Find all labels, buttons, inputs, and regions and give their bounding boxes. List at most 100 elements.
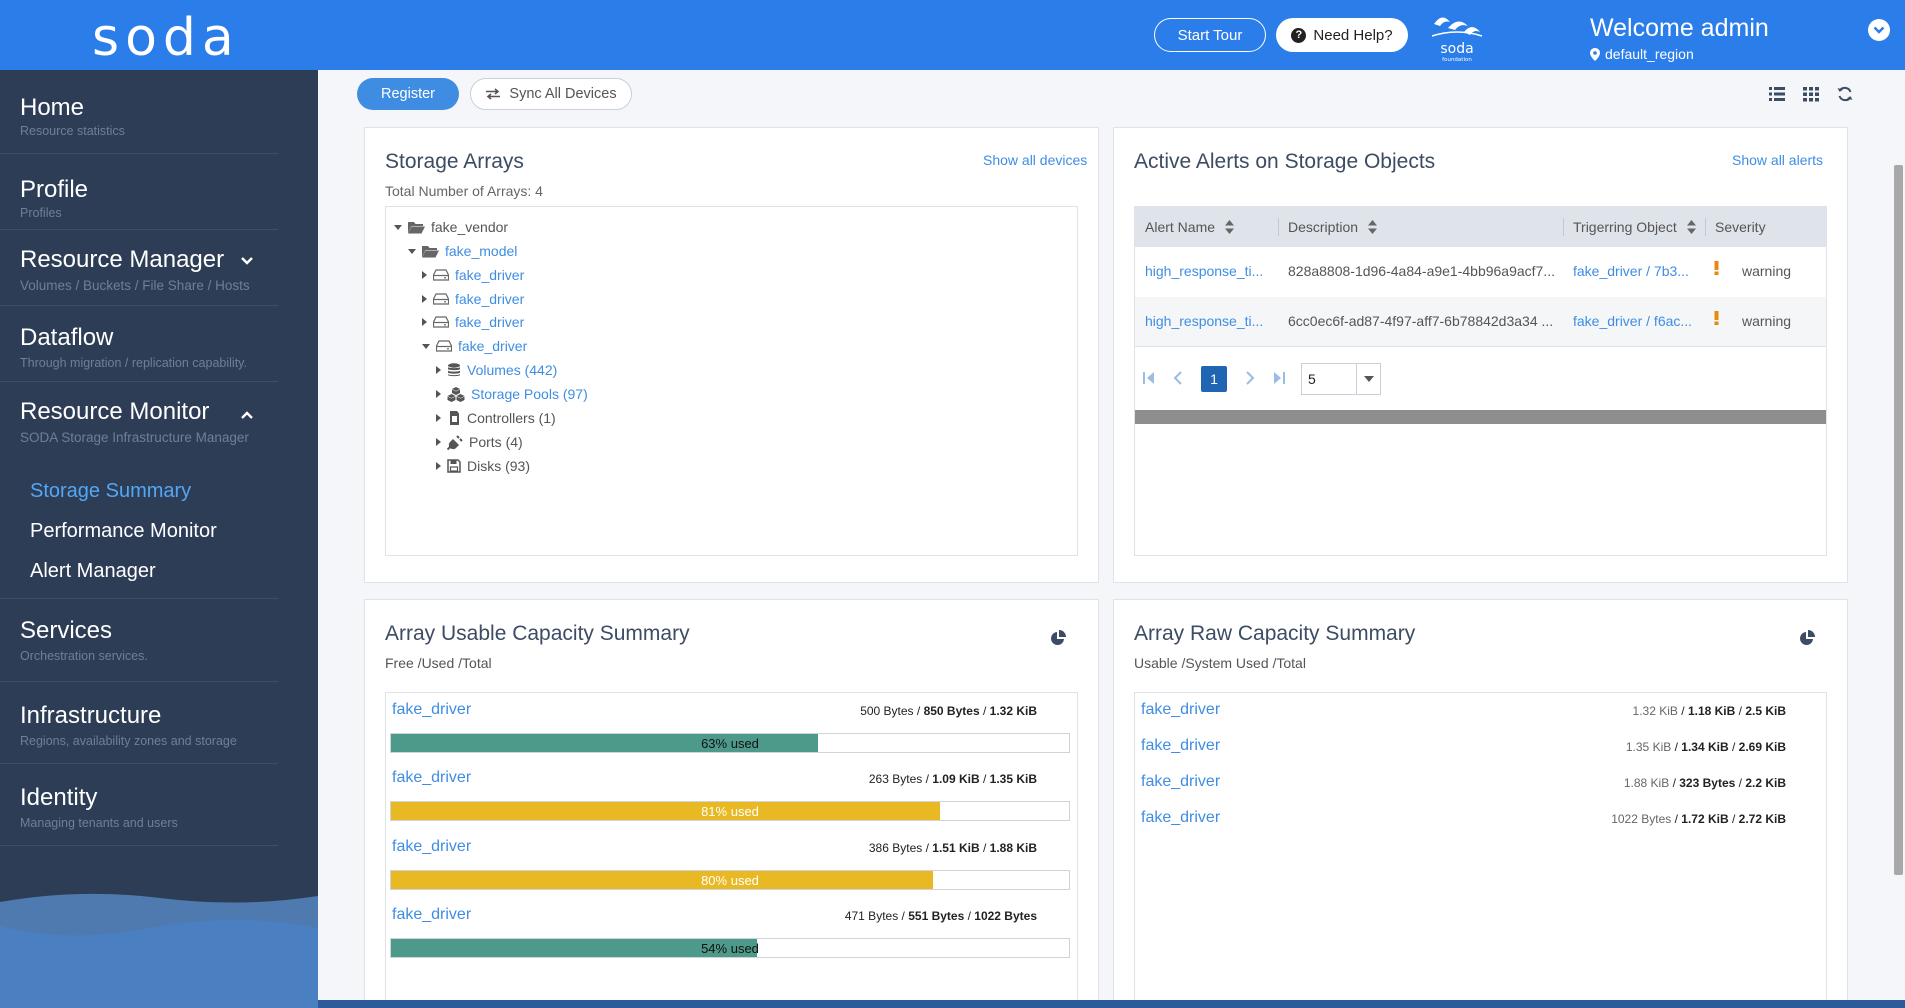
alert-object-cell[interactable]: fake_driver / f6ac... — [1573, 313, 1693, 329]
tree-node-controllers[interactable]: Controllers (1) — [436, 410, 556, 426]
column-header-severity[interactable]: Severity — [1715, 219, 1766, 235]
sidebar-subitem-storage-summary[interactable]: Storage Summary — [30, 480, 192, 502]
need-help-button[interactable]: ? Need Help? — [1276, 18, 1408, 52]
caret-right-icon[interactable] — [436, 462, 441, 470]
raw-capacity-array-link[interactable]: fake_driver — [1141, 773, 1221, 790]
sidebar-item-profile[interactable]: Profile Profiles — [0, 154, 278, 230]
next-page-icon[interactable] — [1245, 371, 1255, 385]
sidebar-item-subtitle: Profiles — [20, 206, 62, 220]
column-header-triggering-object[interactable]: Trigerring Object — [1573, 207, 1696, 247]
capacity-array-link[interactable]: fake_driver — [392, 838, 472, 855]
sidebar-item-services[interactable]: Services Orchestration services. — [0, 598, 278, 682]
capacity-values: 500 Bytes / 850 Bytes / 1.32 KiB — [860, 704, 1037, 718]
sync-arrows-icon — [486, 88, 501, 100]
caret-down-icon[interactable] — [422, 343, 430, 349]
chevron-down-icon[interactable] — [240, 256, 254, 266]
sort-icon[interactable] — [1225, 220, 1235, 234]
hard-drive-icon — [433, 293, 449, 305]
column-header-alert-name[interactable]: Alert Name — [1145, 207, 1235, 247]
storage-tree: fake_vendor fake_model fake_driver fake_… — [385, 206, 1078, 556]
refresh-icon[interactable] — [1837, 86, 1853, 102]
tree-node-vendor[interactable]: fake_vendor — [394, 219, 508, 235]
sidebar-item-resource-monitor[interactable]: Resource Monitor SODA Storage Infrastruc… — [0, 382, 278, 458]
first-page-icon[interactable] — [1143, 371, 1155, 385]
sync-all-devices-button[interactable]: Sync All Devices — [470, 78, 632, 110]
sidebar-item-title: Home — [20, 94, 85, 121]
sidebar-item-resource-manager[interactable]: Resource Manager Volumes / Buckets / Fil… — [0, 230, 278, 306]
sidebar-item-identity[interactable]: Identity Managing tenants and users — [0, 764, 278, 846]
tree-node-disks[interactable]: Disks (93) — [436, 458, 530, 474]
sidebar-subitem-performance-monitor[interactable]: Performance Monitor — [30, 520, 217, 542]
alerts-table-header: Alert Name Description Trigerring Object… — [1135, 207, 1826, 247]
sort-icon[interactable] — [1686, 220, 1696, 234]
raw-capacity-array-link[interactable]: fake_driver — [1141, 737, 1221, 754]
caret-down-icon[interactable] — [394, 224, 402, 230]
caret-right-icon[interactable] — [422, 295, 427, 303]
start-tour-button[interactable]: Start Tour — [1154, 18, 1266, 52]
caret-right-icon[interactable] — [422, 318, 427, 326]
raw-capacity-title: Array Raw Capacity Summary — [1134, 622, 1416, 645]
alert-severity-cell: warning — [1742, 263, 1792, 279]
sort-icon[interactable] — [1368, 220, 1378, 234]
pie-chart-icon[interactable] — [1799, 630, 1815, 646]
sidebar-item-infrastructure[interactable]: Infrastructure Regions, availability zon… — [0, 682, 278, 764]
tree-node-driver[interactable]: fake_driver — [422, 314, 524, 330]
list-view-icon[interactable] — [1769, 86, 1785, 102]
chevron-up-icon[interactable] — [240, 410, 254, 420]
last-page-icon[interactable] — [1273, 371, 1285, 385]
capacity-array-link[interactable]: fake_driver — [392, 701, 472, 718]
capacity-bar-fill — [391, 939, 758, 957]
tree-node-storage-pools[interactable]: Storage Pools (97) — [436, 386, 588, 402]
pie-chart-icon[interactable] — [1050, 630, 1066, 646]
show-all-alerts-link[interactable]: Show all alerts — [1732, 152, 1824, 168]
alert-object-cell[interactable]: fake_driver / 7b3... — [1573, 263, 1689, 279]
sidebar-item-dataflow[interactable]: Dataflow Through migration / replication… — [0, 306, 278, 382]
caret-right-icon[interactable] — [436, 390, 441, 398]
capacity-values: 263 Bytes / 1.09 KiB / 1.35 KiB — [868, 772, 1037, 786]
caret-right-icon[interactable] — [436, 366, 441, 374]
dropdown-divider — [1356, 364, 1357, 394]
tree-node-driver-expanded[interactable]: fake_driver — [422, 338, 527, 354]
table-row[interactable]: high_response_ti... 6cc0ec6f-ad87-4f97-a… — [1135, 297, 1826, 347]
storage-pools-icon — [447, 386, 465, 402]
sidebar-subitem-alert-manager[interactable]: Alert Manager — [30, 560, 156, 582]
page-scrollbar[interactable] — [1894, 165, 1903, 875]
tree-node-driver[interactable]: fake_driver — [422, 291, 524, 307]
caret-right-icon[interactable] — [436, 438, 441, 446]
region-label: default_region — [1605, 46, 1694, 62]
caret-right-icon[interactable] — [436, 414, 441, 422]
usable-capacity-title: Array Usable Capacity Summary — [385, 622, 690, 645]
sidebar-item-subtitle: Managing tenants and users — [20, 816, 178, 830]
register-button[interactable]: Register — [357, 78, 459, 110]
sidebar-item-home[interactable]: Home Resource statistics — [0, 70, 278, 154]
tree-node-driver[interactable]: fake_driver — [422, 267, 524, 283]
raw-capacity-array-link[interactable]: fake_driver — [1141, 701, 1221, 718]
previous-page-icon[interactable] — [1173, 371, 1183, 385]
caret-right-icon[interactable] — [422, 271, 427, 279]
caret-down-icon[interactable] — [1364, 376, 1374, 382]
raw-capacity-values: 1.35 KiB / 1.34 KiB / 2.69 KiB — [1625, 740, 1786, 754]
region-indicator: default_region — [1590, 46, 1694, 62]
database-icon — [448, 363, 460, 377]
page-1-button[interactable]: 1 — [1201, 366, 1227, 392]
capacity-array-link[interactable]: fake_driver — [392, 769, 472, 786]
page-size-dropdown[interactable]: 5 — [1301, 363, 1381, 395]
show-all-devices-link[interactable]: Show all devices — [983, 152, 1088, 168]
tree-node-volumes[interactable]: Volumes (442) — [436, 362, 557, 378]
storage-arrays-panel: Storage Arrays Total Number of Arrays: 4… — [364, 127, 1099, 583]
column-header-description[interactable]: Description — [1288, 207, 1378, 247]
horizontal-scrollbar[interactable] — [1135, 410, 1826, 424]
raw-capacity-array-link[interactable]: fake_driver — [1141, 809, 1221, 826]
alert-name-cell[interactable]: high_response_ti... — [1145, 313, 1264, 329]
tree-node-model[interactable]: fake_model — [408, 243, 517, 259]
tree-label: fake_driver — [458, 338, 528, 354]
caret-down-icon[interactable] — [408, 248, 416, 254]
capacity-array-link[interactable]: fake_driver — [392, 906, 472, 923]
soda-logo[interactable]: soda — [92, 8, 240, 68]
grid-view-icon[interactable] — [1803, 86, 1819, 102]
user-menu-chevron-icon[interactable] — [1868, 19, 1890, 41]
table-row[interactable]: high_response_ti... 828a8808-1d96-4a84-a… — [1135, 247, 1826, 297]
hard-drive-icon — [433, 269, 449, 281]
tree-node-ports[interactable]: Ports (4) — [436, 434, 523, 450]
alert-name-cell[interactable]: high_response_ti... — [1145, 263, 1264, 279]
